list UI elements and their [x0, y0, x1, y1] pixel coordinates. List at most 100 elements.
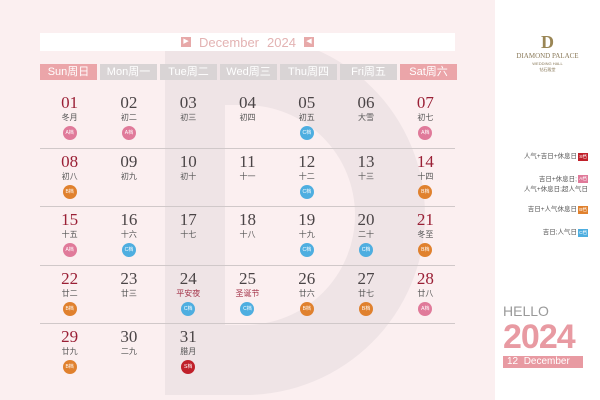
weekday-0: Sun周日: [40, 64, 97, 80]
lunar-date: 圣诞节: [235, 288, 260, 298]
calendar-week: 01 冬月 A档 02 初二 A档 03 初三 04 初四 05 初五 C档 06 大雪 07 初七 A档: [40, 90, 455, 149]
tier-badge: B档: [62, 184, 77, 199]
day-cell[interactable]: 27 廿七 B档: [336, 266, 395, 324]
day-number: 29: [61, 327, 79, 346]
lunar-date: 冬至: [417, 230, 434, 239]
lunar-date: 初四: [239, 113, 256, 122]
lunar-date: 初二: [120, 113, 137, 122]
day-cell[interactable]: 03 初三: [159, 90, 218, 148]
day-number: 02: [120, 93, 138, 112]
day-number: 09: [120, 151, 138, 171]
day-cell[interactable]: 14 十四 B档: [396, 149, 455, 207]
calendar-week: 22 廿二 B档 23 廿三 24 平安夜 C档 25 圣诞节 C档 26 廿六 B档 27 廿七 B档 28 廿八…: [40, 266, 455, 324]
day-cell[interactable]: 21 冬至 B档: [396, 207, 455, 265]
lunar-date: 廿七: [358, 288, 375, 298]
day-cell[interactable]: 19 十九 C档: [277, 207, 336, 265]
day-cell: [277, 324, 336, 383]
day-number: 26: [298, 268, 316, 288]
legend-item: 吉日+人气休息日 B档: [528, 205, 588, 214]
lunar-date: 大雪: [358, 113, 375, 122]
tier-badge: A档: [62, 243, 77, 257]
tier-badge: B档: [418, 184, 433, 199]
day-cell[interactable]: 15 十五 A档: [40, 207, 99, 265]
day-number: 28: [416, 268, 434, 288]
weekday-2: Tue周二: [160, 64, 217, 80]
day-cell[interactable]: 01 冬月 A档: [40, 90, 99, 148]
day-number: 12: [298, 151, 316, 171]
day-cell[interactable]: 24 平安夜 C档: [159, 266, 218, 324]
hello-text: HELLO: [503, 303, 549, 319]
legend-badge: S档: [578, 152, 588, 161]
day-cell[interactable]: 29 廿九 B档: [40, 324, 99, 383]
lunar-date: 初三: [180, 113, 197, 122]
brand-logo: D DIAMOND PALACE WEDDING HALL 钻石殿堂: [495, 32, 600, 73]
lunar-date: 初五: [298, 113, 315, 122]
weekday-4: Thu周四: [280, 64, 337, 80]
tier-badge: C档: [240, 301, 255, 316]
day-cell[interactable]: 20 二十 C档: [336, 207, 395, 265]
day-cell[interactable]: 23 廿三: [99, 266, 158, 324]
month-label: December: [199, 34, 260, 50]
day-number: 23: [120, 268, 138, 288]
day-cell[interactable]: 16 十六 C档: [99, 207, 158, 265]
day-cell[interactable]: 18 十八: [218, 207, 277, 265]
lunar-date: 初九: [120, 171, 137, 181]
day-cell[interactable]: 30 二九: [99, 324, 158, 383]
legend-text: 人气+吉日+休息日: [523, 153, 577, 160]
legend-badge: A档: [578, 175, 588, 183]
day-cell: [218, 324, 277, 383]
legend-item: 人气+吉日+休息日 S档: [524, 152, 588, 161]
day-cell[interactable]: 11 十一: [218, 149, 277, 207]
day-cell[interactable]: 26 廿六 B档: [277, 266, 336, 324]
day-cell[interactable]: 02 初二 A档: [99, 90, 158, 148]
day-number: 18: [238, 210, 256, 229]
day-cell[interactable]: 31 腊月 S档: [159, 324, 218, 383]
calendar-panel: ▶ December 2024 ◀ Sun周日 Mon周一 Tue周二 Wed周三 Th…: [0, 0, 495, 400]
day-cell[interactable]: 06 大雪: [336, 90, 395, 148]
weekday-6: Sat周六: [400, 64, 457, 80]
day-cell[interactable]: 22 廿二 B档: [40, 266, 99, 324]
triangle-right-icon[interactable]: ▶: [181, 37, 192, 47]
day-cell[interactable]: 08 初八 B档: [40, 149, 99, 207]
day-number: 14: [416, 151, 434, 171]
day-cell[interactable]: 25 圣诞节 C档: [218, 266, 277, 324]
weekday-header: Sun周日 Mon周一 Tue周二 Wed周三 Thu周四 Fri周五 Sat周六: [40, 64, 457, 80]
day-cell[interactable]: 12 十二 C档: [277, 149, 336, 207]
lunar-date: 十五: [61, 230, 78, 239]
day-number: 05: [298, 93, 316, 112]
day-cell[interactable]: 10 初十: [159, 149, 218, 207]
legend-badge: B档: [578, 205, 588, 214]
day-number: 03: [179, 93, 197, 112]
tier-badge: C档: [359, 243, 374, 257]
day-number: 04: [238, 93, 256, 112]
day-number: 17: [179, 210, 197, 229]
legend-text: 吉日+休息日;: [538, 176, 577, 183]
day-cell[interactable]: 04 初四: [218, 90, 277, 148]
brand-sub: WEDDING HALL: [532, 61, 563, 66]
day-cell[interactable]: 07 初七 A档: [396, 90, 455, 148]
legend-item: 吉日;人气日 C档: [543, 228, 588, 237]
day-cell[interactable]: 05 初五 C档: [277, 90, 336, 148]
triangle-left-icon[interactable]: ◀: [303, 37, 314, 47]
lunar-date: 十八: [239, 230, 256, 239]
calendar-week: 29 廿九 B档 30 二九 31 腊月 S档: [40, 324, 455, 383]
lunar-date: 十二: [298, 171, 315, 181]
month-banner: 12 December: [503, 356, 583, 368]
lunar-date: 十四: [417, 171, 434, 181]
day-cell[interactable]: 13 十三: [336, 149, 395, 207]
day-cell[interactable]: 28 廿八 A档: [396, 266, 455, 324]
legend-text: 吉日+人气休息日: [527, 206, 577, 213]
lunar-date: 腊月: [180, 347, 197, 356]
day-cell[interactable]: 17 十七: [159, 207, 218, 265]
lunar-date: 廿二: [61, 288, 78, 298]
day-number: 19: [298, 210, 316, 229]
tier-badge: B档: [418, 243, 433, 257]
day-number: 16: [120, 210, 138, 229]
lunar-date: 初七: [417, 113, 434, 122]
tier-badge: C档: [121, 243, 136, 257]
calendar-week: 08 初八 B档 09 初九 10 初十 11 十一 12 十二 C档 13 十三 14 十四 B档: [40, 149, 455, 207]
day-cell[interactable]: 09 初九: [99, 149, 158, 207]
legend-line: 吉日+休息日; A档: [539, 175, 588, 184]
lunar-date: 廿三: [120, 288, 137, 298]
brand-name: DIAMOND PALACE: [516, 52, 579, 60]
